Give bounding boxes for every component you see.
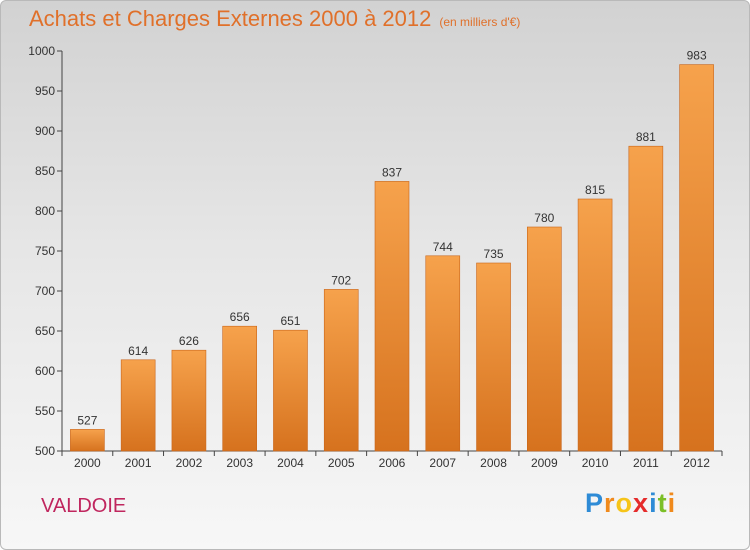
y-tick-label: 700 xyxy=(35,284,55,298)
x-tick-label: 2000 xyxy=(74,456,101,470)
x-tick-label: 2011 xyxy=(633,456,659,470)
proxiti-logo: Proxiti xyxy=(585,488,676,519)
bar-value-label: 735 xyxy=(484,247,504,261)
bar-2012 xyxy=(679,64,714,452)
bar-value-label: 527 xyxy=(77,413,97,427)
bars: 527 614 626 656 651 702 837 744 735 780 815 881 983 xyxy=(70,49,714,452)
bar-2010 xyxy=(577,198,613,452)
bar-value-label: 780 xyxy=(534,211,554,225)
x-axis-ticks: 2000 2001 2002 2003 2004 2005 2006 2007 2008 2009… xyxy=(61,451,723,470)
x-tick-label: 2006 xyxy=(379,456,406,470)
x-tick-label: 2001 xyxy=(125,456,152,470)
logo-letter: o xyxy=(615,488,634,518)
bar-value-label: 744 xyxy=(433,240,453,254)
bar-value-label: 656 xyxy=(230,310,250,324)
y-tick-label: 800 xyxy=(35,204,55,218)
y-tick-label: 1000 xyxy=(28,44,55,58)
bar-value-label: 837 xyxy=(382,165,402,179)
commune-name: VALDOIE xyxy=(41,495,127,517)
chart-title: Achats et Charges Externes 2000 à 2012 xyxy=(29,6,432,31)
x-tick-label: 2009 xyxy=(531,456,558,470)
bar-2011 xyxy=(628,145,664,452)
x-tick-label: 2005 xyxy=(328,456,355,470)
unit-note: (en milliers d'€) xyxy=(439,15,521,29)
x-tick-label: 2004 xyxy=(277,456,304,470)
bar-value-label: 702 xyxy=(331,273,351,287)
bar-2002 xyxy=(171,349,207,452)
bar-2005 xyxy=(323,289,359,452)
bar-2007 xyxy=(425,255,461,452)
bar-value-label: 651 xyxy=(280,314,300,328)
y-tick-label: 600 xyxy=(35,364,55,378)
bar-2006 xyxy=(374,181,410,452)
bar-2004 xyxy=(273,329,308,452)
y-tick-label: 950 xyxy=(35,84,55,98)
logo-letter: P xyxy=(585,488,605,518)
bar-2008 xyxy=(476,262,511,452)
logo-letter: r xyxy=(604,488,616,518)
y-tick-label: 900 xyxy=(35,124,55,138)
bar-2009 xyxy=(527,226,562,452)
logo-letter: x xyxy=(633,488,650,518)
y-tick-label: 650 xyxy=(35,324,55,338)
bar-2000 xyxy=(70,429,105,452)
y-tick-label: 500 xyxy=(35,444,55,458)
logo-letter: i xyxy=(649,488,658,518)
x-tick-label: 2012 xyxy=(683,456,710,470)
bar-value-label: 614 xyxy=(128,344,148,358)
x-tick-label: 2003 xyxy=(226,456,253,470)
y-tick-label: 850 xyxy=(35,164,55,178)
y-axis-ticks: 500 550 600 650 700 750 800 850 900 950 1000 xyxy=(28,44,62,458)
bar-2003 xyxy=(222,325,257,452)
chart-title-block: Achats et Charges Externes 2000 à 2012 (e… xyxy=(29,6,520,32)
bar-value-label: 983 xyxy=(687,49,707,63)
x-tick-label: 2007 xyxy=(429,456,456,470)
y-tick-label: 550 xyxy=(35,404,55,418)
logo-letter: t xyxy=(657,488,668,518)
bar-2001 xyxy=(120,359,156,452)
bar-value-label: 626 xyxy=(179,334,199,348)
bar-value-label: 881 xyxy=(636,130,656,144)
logo-letter: i xyxy=(667,488,677,518)
x-tick-label: 2002 xyxy=(176,456,203,470)
bar-value-label: 815 xyxy=(585,183,605,197)
y-tick-label: 750 xyxy=(35,244,55,258)
x-tick-label: 2008 xyxy=(480,456,507,470)
x-tick-label: 2010 xyxy=(582,456,609,470)
